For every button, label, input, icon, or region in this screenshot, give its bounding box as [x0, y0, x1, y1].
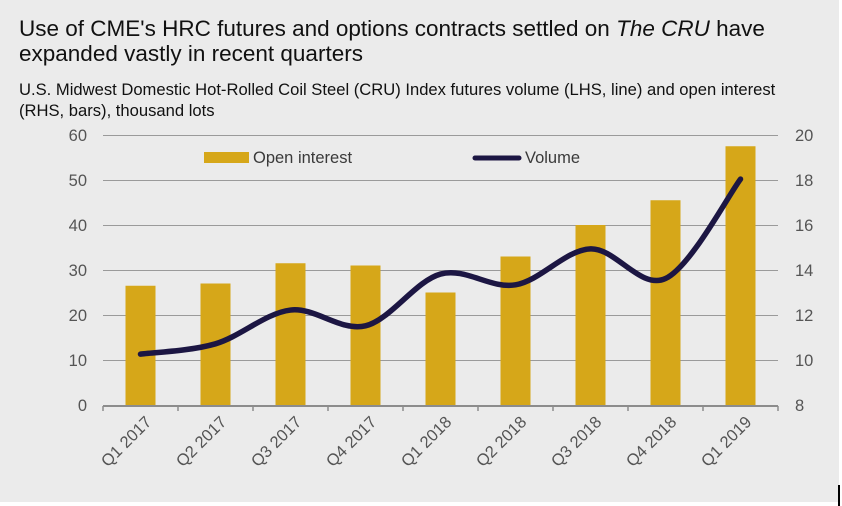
bar — [350, 265, 381, 405]
bar — [650, 200, 681, 405]
chart-title: Use of CME's HRC futures and options con… — [19, 16, 819, 66]
legend-label-open-interest: Open interest — [253, 149, 352, 167]
x-axis — [102, 405, 779, 411]
left-axis-tick-label: 50 — [69, 172, 87, 190]
right-axis-tick-label: 14 — [795, 262, 813, 280]
right-axis-tick-label: 12 — [795, 307, 813, 325]
title-text: Use of CME's HRC futures and options con… — [19, 16, 617, 41]
left-axis-tick-label: 40 — [69, 217, 87, 235]
right-axis-tick-label: 10 — [795, 352, 813, 370]
x-axis-tick-label: Q4 2017 — [323, 413, 380, 470]
left-axis-tick-label: 0 — [78, 397, 87, 415]
x-axis-tick-label: Q2 2018 — [473, 413, 530, 470]
bar — [725, 146, 756, 405]
title-text-end: have expanded vastly in recent quarters — [19, 16, 765, 66]
right-axis-tick-label: 16 — [795, 217, 813, 235]
legend: Open interest Volume — [204, 149, 580, 167]
x-axis-tick-label: Q1 2018 — [398, 413, 455, 470]
x-axis-tick-label: Q2 2017 — [173, 413, 230, 470]
legend-label-volume: Volume — [525, 149, 580, 167]
right-axis-tick-label: 18 — [795, 172, 813, 190]
bar — [125, 285, 156, 405]
right-axis-tick-label: 8 — [795, 397, 804, 415]
left-axis-tick-labels: 0 10 20 30 40 50 60 — [69, 127, 87, 415]
edge-marker — [838, 485, 840, 506]
right-axis-tick-label: 20 — [795, 127, 813, 145]
right-axis-tick-labels: 8 10 12 14 16 18 20 — [795, 127, 813, 415]
left-axis-tick-label: 10 — [69, 352, 87, 370]
x-axis-tick-label: Q1 2017 — [98, 413, 155, 470]
x-axis-tick-labels: Q1 2017 Q2 2017 Q3 2017 Q4 2017 Q1 2018 Q2 20… — [98, 413, 755, 470]
left-axis-tick-label: 60 — [69, 127, 87, 145]
legend-swatch-open-interest — [204, 152, 249, 163]
x-axis-tick-label: Q3 2017 — [248, 413, 305, 470]
bar — [575, 225, 606, 405]
title-italic-text: The CRU — [616, 16, 710, 41]
left-axis-tick-label: 30 — [69, 262, 87, 280]
x-axis-tick-label: Q4 2018 — [623, 413, 680, 470]
x-axis-tick-label: Q1 2019 — [698, 413, 755, 470]
chart-subtitle: U.S. Midwest Domestic Hot-Rolled Coil St… — [19, 80, 776, 120]
bar — [275, 263, 306, 405]
bar — [425, 292, 456, 405]
line-series-volume — [137, 176, 744, 357]
x-axis-tick-label: Q3 2018 — [548, 413, 605, 470]
left-axis-tick-label: 20 — [69, 307, 87, 325]
